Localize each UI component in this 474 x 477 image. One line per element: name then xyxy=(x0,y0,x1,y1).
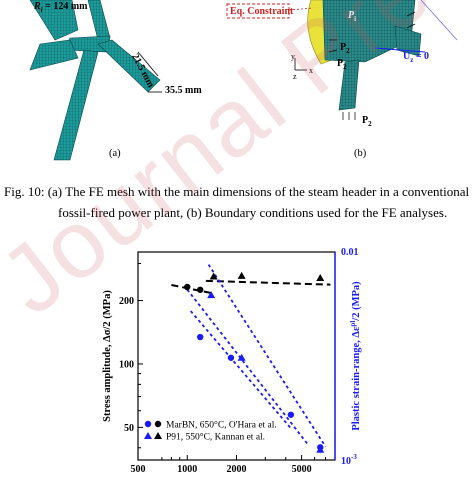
data-point xyxy=(237,353,246,361)
data-point xyxy=(287,411,295,418)
p2-label-upper: P2 xyxy=(340,42,350,55)
axis-x-label: x xyxy=(309,66,313,75)
figure-b-boundary xyxy=(226,0,458,120)
figure-caption-line-1: Fig. 10: (a) The FE mesh with the main d… xyxy=(4,184,470,199)
fit-line xyxy=(190,310,292,429)
y-right-axis-label: Plastic strain-range, Δεpl/2 (MPa) xyxy=(349,281,362,431)
legend-label: MarBN, 650°C, O'Hara et al. xyxy=(166,420,277,431)
radius-label: Ri = 124 mm xyxy=(34,1,88,14)
p2-label-lower: P2 xyxy=(362,115,372,128)
x-tick-label: 500 xyxy=(131,464,146,475)
data-point xyxy=(227,354,235,361)
data-point xyxy=(316,273,325,281)
figure-a-mesh xyxy=(29,0,162,161)
panel-a-label: (a) xyxy=(109,148,121,159)
panel-b-label: (b) xyxy=(354,148,367,159)
data-point xyxy=(207,291,216,299)
x-tick-label: 5000 xyxy=(292,464,312,475)
axis-z-label: z xyxy=(293,72,297,81)
fatigue-chart: 500 1000 2000 5000 50 100 200 0.01 10-3 Stress am… xyxy=(102,247,362,475)
legend-label: P91, 550°C, Kannan et al. xyxy=(166,432,265,443)
axis-y-label: y xyxy=(291,52,295,61)
fit-line xyxy=(207,264,327,448)
fit-line xyxy=(171,284,214,295)
x-tick-label: 2000 xyxy=(227,464,247,475)
y-left-tick-label: 50 xyxy=(124,423,134,434)
data-point xyxy=(197,333,204,341)
data-point xyxy=(154,420,162,428)
uz-label: Uz = 0 xyxy=(403,51,430,64)
eq-constraint-label: Eq. Constraint xyxy=(230,6,294,17)
dimension-horizontal: 35.5 mm xyxy=(165,85,202,96)
figure-caption-line-2: fossil-fired power plant, (b) Boundary c… xyxy=(58,205,448,220)
data-point xyxy=(144,432,152,439)
data-point xyxy=(154,432,162,439)
data-point xyxy=(209,272,218,280)
p2-label-middle: P2 xyxy=(337,58,347,71)
y-left-axis-label: Stress amplitude, Δσ/2 (MPa) xyxy=(102,290,113,422)
fit-line xyxy=(205,279,331,286)
data-point xyxy=(237,271,246,279)
y-left-tick-label: 100 xyxy=(119,359,134,370)
y-right-tick-label: 0.01 xyxy=(341,247,359,258)
y-right-tick-label: 10-3 xyxy=(341,453,357,467)
data-point xyxy=(197,286,204,293)
data-point xyxy=(316,445,325,453)
x-tick-label: 1000 xyxy=(177,464,197,475)
data-point xyxy=(144,420,152,428)
fit-line xyxy=(186,288,310,446)
y-left-tick-label: 200 xyxy=(119,296,134,307)
pressure-label: Pi xyxy=(348,10,357,23)
data-point xyxy=(184,283,191,291)
